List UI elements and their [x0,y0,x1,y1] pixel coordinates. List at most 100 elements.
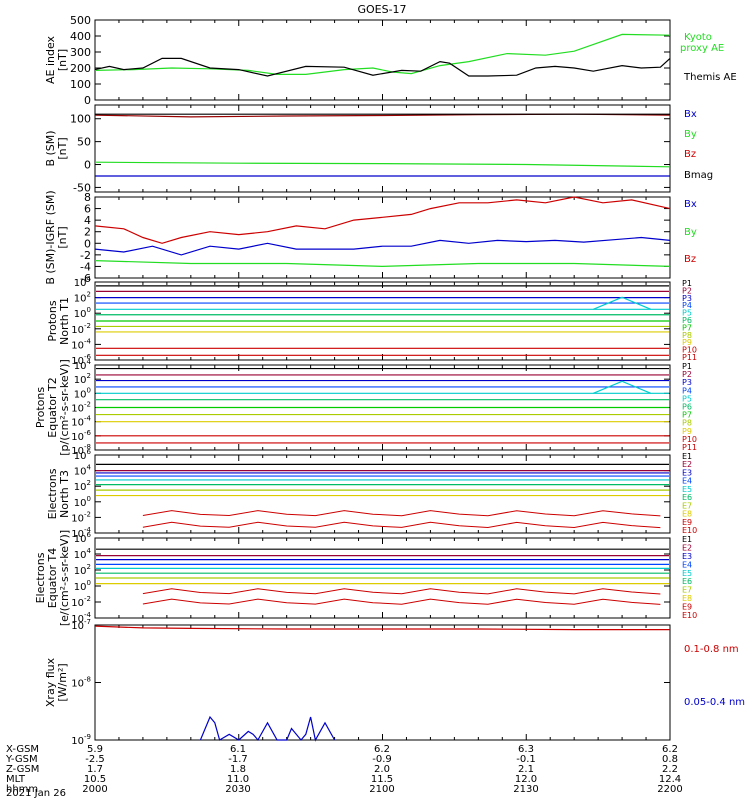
legend-e9: E9 [682,603,692,612]
chart-title: GOES-17 [357,3,406,16]
proton-spike [593,380,652,394]
y-tick-label: 10-6 [71,353,91,367]
footer-value: 2100 [369,784,394,795]
legend-p3: P3 [682,378,692,387]
footer-date: 2021 Jan 26 [6,788,66,799]
footer-label-x-gsm: X-GSM [6,744,39,755]
panel-frame [94,104,671,193]
panel-frame [94,454,671,534]
y-tick-label: 10-4 [71,415,91,429]
series-kyoto-proxy-ae [94,33,671,76]
footer-value: 12.4 [659,774,681,785]
legend-p2: P2 [682,286,692,295]
legend-e6: E6 [682,493,692,502]
footer-value: -0.9 [372,754,392,765]
footer-value: 6.2 [662,744,678,755]
panel-2: -50 0 50 100 B (SM) [nT] [44,104,671,194]
y-tick-label: 100 [74,386,91,400]
channel-e9 [142,510,661,517]
panel-8: 10-9 10-8 10-7 Xray flux [W/m²] [44,618,671,747]
footer-value: 11.5 [371,774,393,785]
panel-1: 0 100 200 300 400 500 AE index [nT] [44,14,671,107]
y-tick-label: 0 [84,94,91,107]
legend-p4: P4 [682,386,692,395]
series-bz [94,196,671,244]
y-tick-label: 10-4 [71,611,91,625]
series-by [94,161,671,168]
legend-d-bx: Bx [684,199,697,210]
footer-value: 5.9 [87,744,103,755]
legend-e7: E7 [682,501,692,510]
legend-ae-kyoto-2: proxy AE [680,43,724,54]
y-tick-label: 10-2 [71,510,91,524]
footer-value: 6.2 [374,744,390,755]
legend-p8: P8 [682,331,692,340]
y-tick-label: 200 [70,62,91,75]
legend-e5: E5 [682,569,692,578]
y-tick-label: -50 [73,181,91,194]
y-tick-label: -6 [80,272,91,285]
y-tick-label: 100 [74,306,91,320]
y-tick-label: 50 [77,136,91,149]
legend-p2: P2 [682,370,692,379]
legend-e5: E5 [682,485,692,494]
footer-value: -0.1 [516,754,536,765]
legend-p1: P1 [682,279,692,288]
legend-p9: P9 [682,338,692,347]
legend-x-short: 0.05-0.4 nm [684,697,745,708]
y-tick-label: 500 [70,14,91,27]
legend-e4: E4 [682,560,692,569]
y-tick-label: 10-4 [71,526,91,540]
footer-value: 6.3 [518,744,534,755]
y-tick-label: 106 [74,531,92,545]
legend-e4: E4 [682,477,692,486]
y-tick-label: 102 [74,372,91,386]
legend-p10: P10 [682,435,697,444]
proton-spike [593,296,652,310]
footer-value: -1.7 [228,754,248,765]
legend-b-bz: Bz [684,149,696,160]
y-axis-label: Electrons [46,468,59,519]
footer-value: 0.8 [662,754,678,765]
legend-d-by: By [684,227,697,238]
y-axis-label: Protons [34,387,47,428]
y-tick-label: 100 [70,78,91,91]
y-tick-label: 10-7 [71,618,91,632]
footer-value: 12.0 [515,774,537,785]
legend-ae-themis: Themis AE [683,72,737,83]
y-axis-label: Electrons [34,552,47,603]
legend-ae-kyoto-1: Kyoto [684,32,712,43]
y-axis-label: B (SM)-IGRF (SM) [44,190,57,284]
legend-b-bmag: Bmag [684,170,713,181]
legend-e7: E7 [682,586,692,595]
y-tick-label: 10-2 [71,401,91,415]
legend-e10: E10 [682,526,697,535]
y-tick-label: 10-6 [71,429,91,443]
legend-e3: E3 [682,468,692,477]
y-axis-label: North T3 [58,470,71,518]
legend-p1: P1 [682,362,692,371]
y-axis-label: Protons [46,300,59,341]
y-tick-label: 10-9 [71,733,91,747]
footer-value: 2.1 [518,764,534,775]
y-tick-label: 10-2 [71,322,91,336]
legend-p8: P8 [682,419,692,428]
legend-p9: P9 [682,427,692,436]
y-axis-label: [nT] [56,49,69,71]
y-axis-label: Equator T2 [46,377,59,437]
footer-value: 1.7 [87,764,103,775]
y-axis-label: [e/(cm²-s-sr-keV)] [58,530,71,626]
panel-7: 10-4 10-2 100 102 104 106 Electrons Equator T4[… [34,530,697,626]
footer-value: 11.0 [227,774,249,785]
y-axis-label: [p/(cm²-s-sr-keV)] [58,359,71,456]
channel-e10 [142,598,661,605]
y-axis-label: Equator T4 [46,548,59,608]
y-axis-label: [nT] [56,226,69,248]
legend-b-by: By [684,129,697,140]
legend-p6: P6 [682,316,692,325]
footer-value: 2030 [225,784,250,795]
y-tick-label: 102 [74,563,91,577]
